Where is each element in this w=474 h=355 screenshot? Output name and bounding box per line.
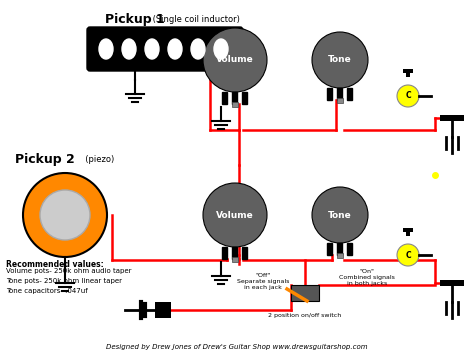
Bar — [337, 98, 343, 103]
Text: Pickup 1: Pickup 1 — [105, 13, 165, 27]
Bar — [347, 243, 353, 255]
Bar — [233, 92, 237, 104]
Bar — [406, 69, 410, 77]
Bar — [337, 243, 343, 255]
Bar — [347, 88, 353, 100]
Ellipse shape — [214, 39, 228, 59]
Circle shape — [40, 190, 90, 240]
Bar — [222, 92, 228, 104]
Text: Designed by Drew Jones of Drew's Guitar Shop www.drewsguitarshop.com: Designed by Drew Jones of Drew's Guitar … — [106, 344, 368, 350]
Bar — [440, 115, 464, 121]
Text: Volume: Volume — [216, 211, 254, 219]
Text: "On"
Combined signals
in both jacks: "On" Combined signals in both jacks — [339, 269, 395, 286]
Text: "Off"
Separate signals
in each jack: "Off" Separate signals in each jack — [237, 273, 289, 290]
Bar — [243, 92, 247, 104]
Text: C: C — [405, 251, 411, 260]
Text: Volume: Volume — [216, 55, 254, 65]
Text: Tone: Tone — [328, 55, 352, 65]
Circle shape — [203, 28, 267, 92]
Circle shape — [23, 173, 107, 257]
FancyBboxPatch shape — [87, 27, 243, 71]
Bar — [403, 228, 413, 232]
Bar — [328, 243, 332, 255]
Bar — [233, 247, 237, 259]
Bar — [232, 102, 238, 107]
Circle shape — [397, 85, 419, 107]
Circle shape — [312, 187, 368, 243]
Ellipse shape — [191, 39, 205, 59]
Bar — [222, 247, 228, 259]
Text: Tone capacitors- .047uf: Tone capacitors- .047uf — [6, 288, 88, 294]
Text: (piezo): (piezo) — [80, 154, 114, 164]
Bar — [403, 69, 413, 73]
Bar — [291, 285, 319, 301]
Text: (Single coil inductor): (Single coil inductor) — [150, 16, 240, 24]
Text: Tone pots- 250k ohm linear taper: Tone pots- 250k ohm linear taper — [6, 278, 122, 284]
Text: Pickup 2: Pickup 2 — [15, 153, 75, 165]
Bar — [243, 247, 247, 259]
Bar — [337, 253, 343, 258]
Bar — [232, 257, 238, 262]
Bar — [155, 302, 171, 318]
Text: Recommended values:: Recommended values: — [6, 260, 104, 269]
Circle shape — [312, 32, 368, 88]
Ellipse shape — [99, 39, 113, 59]
Text: C: C — [405, 92, 411, 100]
Ellipse shape — [122, 39, 136, 59]
Ellipse shape — [168, 39, 182, 59]
Circle shape — [203, 183, 267, 247]
Bar — [337, 88, 343, 100]
Ellipse shape — [145, 39, 159, 59]
Bar — [406, 228, 410, 236]
Text: 2 position on/off switch: 2 position on/off switch — [268, 312, 342, 317]
Bar — [328, 88, 332, 100]
Text: Volume pots- 250k ohm audio taper: Volume pots- 250k ohm audio taper — [6, 268, 131, 274]
Text: Tone: Tone — [328, 211, 352, 219]
Bar — [440, 280, 464, 286]
Circle shape — [397, 244, 419, 266]
